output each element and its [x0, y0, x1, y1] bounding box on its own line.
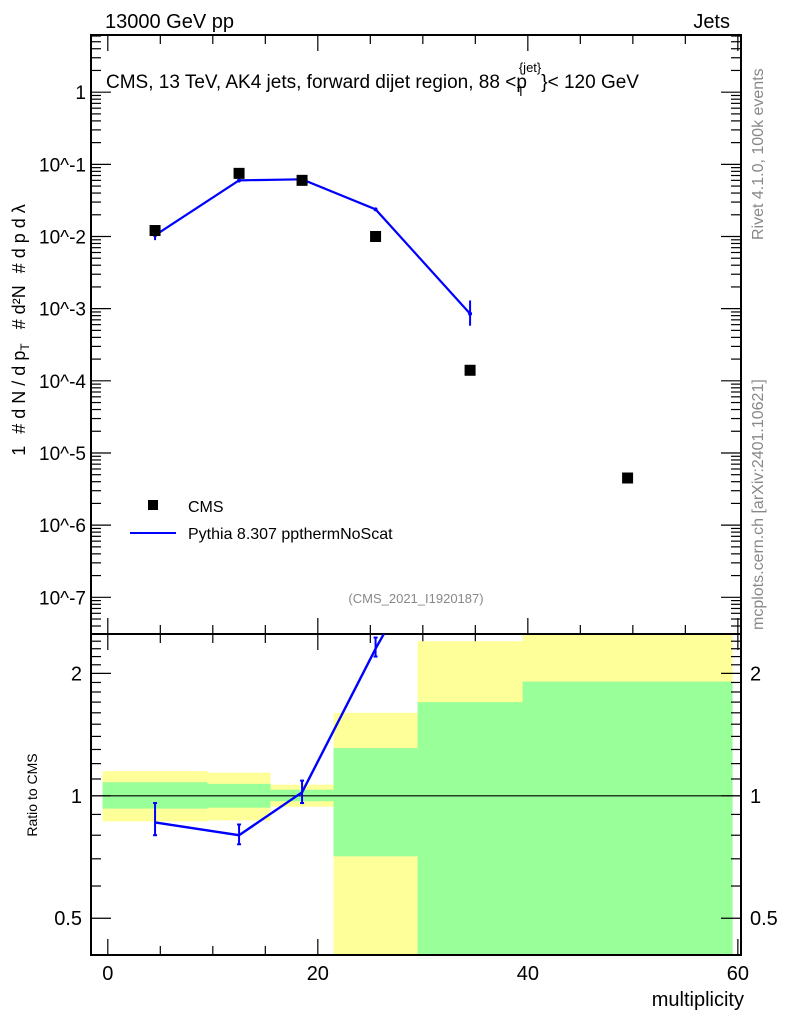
legend-cms-marker [148, 500, 158, 510]
cms-point [622, 472, 634, 484]
ratio-y-tick-label-left: 2 [71, 663, 82, 685]
main-series [149, 167, 634, 484]
title-main: CMS, 13 TeV, AK4 jets, forward dijet reg… [106, 72, 527, 93]
ratio-y-tick-label-right: 1 [750, 786, 761, 808]
y-tick-label: 10^-5 [39, 444, 86, 465]
legend-cms-label: CMS [188, 499, 224, 516]
pythia-line [154, 178, 471, 315]
y-tick-label: 10^-2 [39, 227, 86, 248]
x-tick-label: 40 [517, 963, 539, 985]
y-tick-label: 1 [75, 83, 86, 104]
cms-point [370, 230, 382, 242]
y-tick-label: 10^-4 [39, 372, 86, 393]
ylabel-den1: # d N / d p [9, 351, 29, 434]
rivet-label: Rivet 4.1.0, 100k events [750, 68, 767, 240]
ylabel-sub: T [18, 343, 32, 351]
ylabel-num1: 1 [9, 446, 29, 456]
cms-point [464, 364, 476, 376]
ratio-y-tick-label-right: 0.5 [750, 908, 778, 930]
y-tick-label: 10^-1 [39, 155, 86, 176]
ratio-panel: 0 20 40 60 0.5 0.5 1 1 2 2 [54, 633, 778, 985]
ratio-y-label: Ratio to CMS [24, 753, 40, 836]
ratio-frame [90, 633, 742, 956]
cms-point [149, 225, 161, 237]
x-tick-label: 20 [307, 963, 329, 985]
pythia-point [237, 178, 242, 183]
cms-point [296, 174, 308, 186]
ratio-y-tick-label-left: 1 [71, 786, 82, 808]
pythia-point [468, 311, 473, 316]
pythia-point [373, 207, 378, 212]
y-tick-label: 10^-6 [39, 516, 86, 537]
analysis-id: (CMS_2021_I1920187) [348, 591, 483, 606]
plot-title: CMS, 13 TeV, AK4 jets, forward dijet reg… [106, 60, 639, 99]
y-tick-label: 10^-7 [39, 588, 86, 609]
title-end: }< 120 GeV [541, 72, 639, 93]
cms-point [233, 167, 245, 179]
x-tick-label: 0 [102, 963, 113, 985]
band-stat [417, 702, 523, 955]
x-axis-label: multiplicity [652, 989, 744, 1011]
ratio-y-tick-label-left: 0.5 [54, 908, 82, 930]
title-sub: T [517, 84, 525, 99]
x-tick-label: 60 [727, 963, 749, 985]
y-tick-label: 10^-3 [39, 300, 86, 321]
main-frame [90, 34, 742, 635]
band-stat [333, 748, 418, 857]
header-right: Jets [693, 11, 730, 33]
y-axis-label: 1 # d N / d pT # d²N # d p d λ [9, 204, 32, 455]
ylabel-den2: # d p d λ [9, 204, 29, 273]
title-sup: {jet} [519, 60, 542, 75]
ylabel-num2: # d²N [9, 285, 29, 329]
legend: CMS Pythia 8.307 ppthermNoScat [130, 499, 393, 543]
mcplots-label: mcplots.cern.ch [arXiv:2401.10621] [750, 379, 767, 630]
main-y-tick-labels: 10^-7 10^-6 10^-5 10^-4 10^-3 10^-2 10^-… [39, 83, 86, 609]
header-left: 13000 GeV pp [105, 11, 234, 33]
band-stat [522, 681, 733, 955]
ratio-bands [102, 634, 733, 955]
ratio-y-tick-label-right: 2 [750, 663, 761, 685]
legend-pythia-label: Pythia 8.307 ppthermNoScat [188, 526, 393, 543]
ratio-series [153, 634, 386, 846]
